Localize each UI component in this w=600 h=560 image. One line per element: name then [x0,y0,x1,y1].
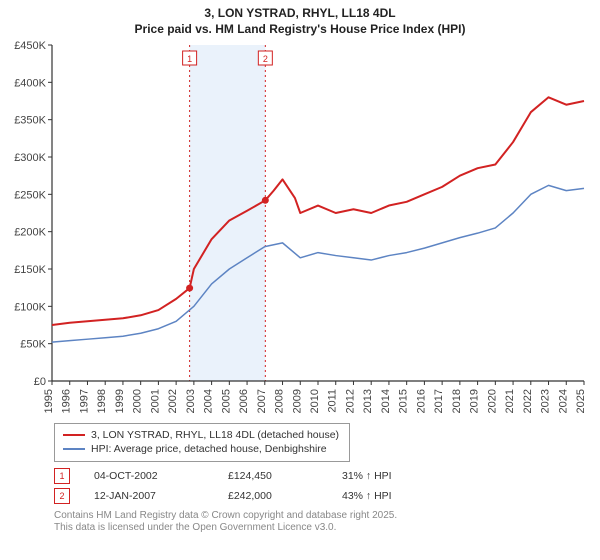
svg-text:2002: 2002 [167,389,179,413]
line-chart: £0£50K£100K£150K£200K£250K£300K£350K£400… [52,41,584,417]
svg-text:£300K: £300K [14,152,46,164]
svg-text:2000: 2000 [132,389,144,413]
attribution-line1: Contains HM Land Registry data © Crown c… [54,510,584,523]
legend-item: 3, LON YSTRAD, RHYL, LL18 4DL (detached … [63,428,339,442]
svg-text:2018: 2018 [451,389,463,413]
svg-text:£450K: £450K [14,40,46,52]
svg-text:2025: 2025 [575,389,587,413]
event-hpi: 43% ↑ HPI [342,490,392,502]
legend-swatch [63,434,85,436]
event-price: £124,450 [228,470,318,482]
svg-text:2004: 2004 [203,389,215,413]
svg-text:2: 2 [263,54,268,64]
svg-text:£150K: £150K [14,264,46,276]
svg-text:1996: 1996 [61,389,73,413]
svg-text:£250K: £250K [14,190,46,202]
svg-text:2014: 2014 [380,389,392,413]
svg-text:1998: 1998 [96,389,108,413]
svg-text:2022: 2022 [522,389,534,413]
svg-text:2020: 2020 [486,389,498,413]
legend: 3, LON YSTRAD, RHYL, LL18 4DL (detached … [54,423,584,461]
svg-text:2010: 2010 [309,389,321,413]
svg-text:1995: 1995 [43,389,55,413]
svg-text:£200K: £200K [14,227,46,239]
svg-text:1999: 1999 [114,389,126,413]
svg-text:2013: 2013 [362,389,374,413]
title-line1: 3, LON YSTRAD, RHYL, LL18 4DL [10,6,590,22]
chart-svg: £0£50K£100K£150K£200K£250K£300K£350K£400… [52,41,588,417]
svg-text:£100K: £100K [14,302,46,314]
svg-text:2023: 2023 [540,389,552,413]
legend-label: 3, LON YSTRAD, RHYL, LL18 4DL (detached … [91,428,339,442]
svg-text:1997: 1997 [78,389,90,413]
svg-text:2011: 2011 [327,389,339,413]
event-price: £242,000 [228,490,318,502]
svg-text:2006: 2006 [238,389,250,413]
svg-text:£350K: £350K [14,115,46,127]
svg-text:£400K: £400K [14,78,46,90]
title-line2: Price paid vs. HM Land Registry's House … [10,22,590,38]
svg-text:2019: 2019 [469,389,481,413]
svg-text:£50K: £50K [20,339,46,351]
legend-item: HPI: Average price, detached house, Denb… [63,442,339,456]
attribution: Contains HM Land Registry data © Crown c… [54,510,584,535]
svg-text:2009: 2009 [291,389,303,413]
svg-text:1: 1 [187,54,192,64]
svg-text:2007: 2007 [256,389,268,413]
svg-text:£0: £0 [34,376,46,388]
svg-text:2008: 2008 [274,389,286,413]
svg-text:2024: 2024 [557,389,569,413]
attribution-line2: This data is licensed under the Open Gov… [54,522,584,535]
event-date: 12-JAN-2007 [94,490,204,502]
svg-text:2021: 2021 [504,389,516,413]
svg-text:2017: 2017 [433,389,445,413]
event-row: 2 12-JAN-2007 £242,000 43% ↑ HPI [54,486,584,506]
event-hpi: 31% ↑ HPI [342,470,392,482]
legend-label: HPI: Average price, detached house, Denb… [91,442,327,456]
legend-swatch [63,448,85,450]
svg-text:2015: 2015 [398,389,410,413]
svg-text:2005: 2005 [220,389,232,413]
svg-text:2001: 2001 [149,389,161,413]
event-row: 1 04-OCT-2002 £124,450 31% ↑ HPI [54,466,584,486]
event-marker-icon: 1 [54,468,70,484]
event-list: 1 04-OCT-2002 £124,450 31% ↑ HPI 2 12-JAN-200… [54,466,584,506]
svg-text:2016: 2016 [415,389,427,413]
chart-title: 3, LON YSTRAD, RHYL, LL18 4DL Price paid… [10,6,590,37]
event-marker-icon: 2 [54,488,70,504]
svg-text:2003: 2003 [185,389,197,413]
svg-text:2012: 2012 [344,389,356,413]
event-date: 04-OCT-2002 [94,470,204,482]
